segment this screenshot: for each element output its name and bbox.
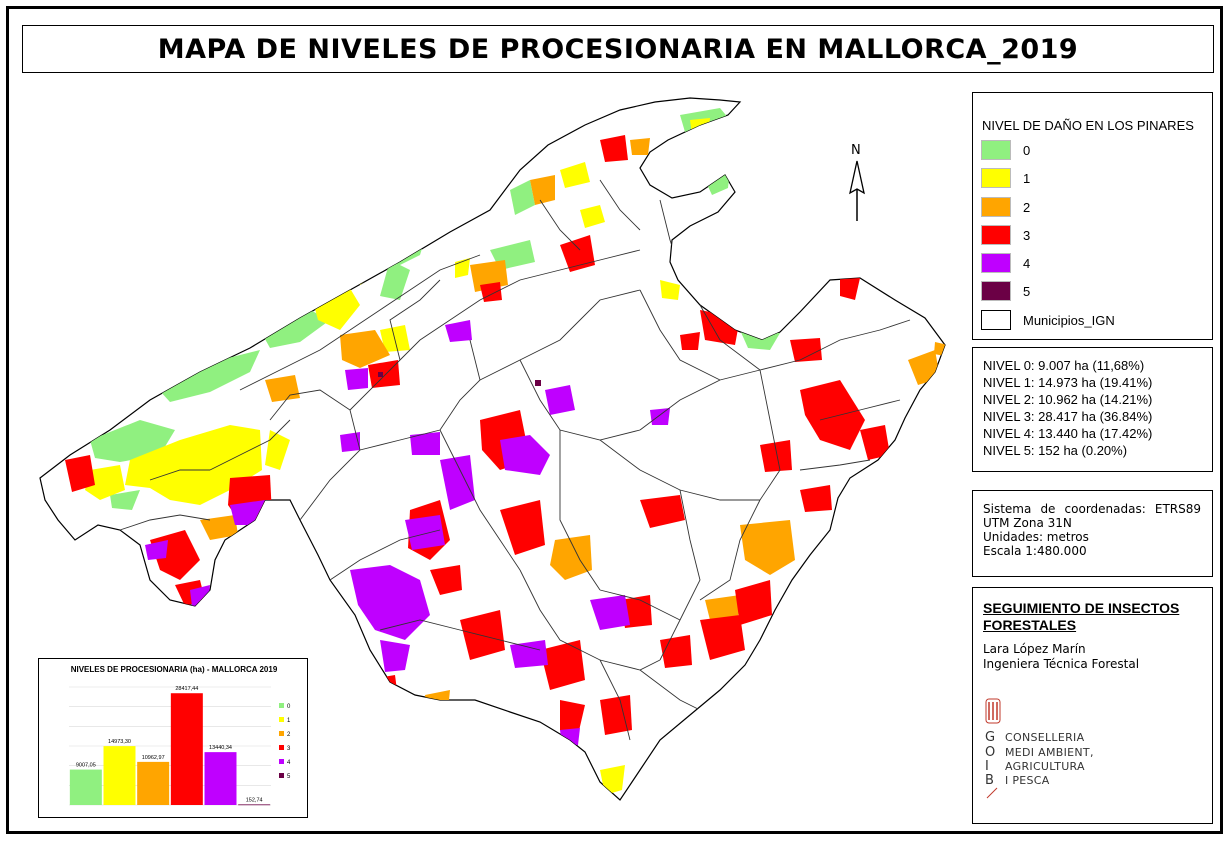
- credits-role: Ingeniera Técnica Forestal: [983, 657, 1140, 671]
- chart-title: NIVELES DE PROCESIONARIA (ha) - MALLORCA…: [70, 665, 278, 674]
- legend-label-4: 4: [1023, 255, 1031, 271]
- logo-line-3: AGRICULTURA: [1005, 760, 1085, 773]
- logo-line-1: CONSELLERIA: [1005, 731, 1085, 744]
- legend-item-5: 5: [981, 281, 1030, 301]
- coord-word-1: Sistema: [983, 502, 1032, 516]
- chart-legend-swatch-2: [279, 731, 284, 736]
- chart-legend-label-4: 4: [287, 760, 291, 766]
- legend-label-3: 3: [1023, 227, 1031, 243]
- chart-bar-4: [204, 752, 237, 805]
- legend: NIVEL DE DAÑO EN LOS PINARES 0 1 2 3 4 5…: [972, 92, 1213, 340]
- coordinates-panel: Sistema de coordenadas: ETRS89 UTM Zona …: [972, 490, 1213, 577]
- level-4-patches: [145, 320, 670, 745]
- chart-value-label-4: 13440,34: [209, 745, 232, 751]
- legend-item-2: 2: [981, 197, 1030, 217]
- chart-bar-1: [103, 746, 136, 805]
- legend-label-municipios: Municipios_IGN: [1023, 312, 1115, 328]
- legend-label-2: 2: [1023, 199, 1031, 215]
- legend-swatch-3: [981, 225, 1011, 245]
- chart-bar-3: [170, 693, 203, 805]
- chart-bar-2: [137, 761, 170, 805]
- chart-value-label-3: 28417,44: [175, 686, 198, 692]
- legend-swatch-5: [981, 281, 1011, 301]
- map-frame: [6, 6, 1223, 834]
- legend-swatch-2: [981, 197, 1011, 217]
- coord-utm: UTM Zona 31N: [983, 516, 1072, 530]
- municipality-boundaries: [119, 179, 911, 741]
- stats-panel: NIVEL 0: 9.007 ha (11,68%) NIVEL 1: 14.9…: [972, 347, 1213, 472]
- logo-letter-o: O: [985, 745, 996, 760]
- stat-nivel-1: NIVEL 1: 14.973 ha (19.41%): [983, 375, 1153, 390]
- chart-legend-swatch-4: [279, 759, 284, 764]
- chart-value-label-1: 14973,30: [108, 739, 131, 745]
- coord-units: Unidades: metros: [983, 530, 1089, 544]
- credits-author: Lara López Marín: [983, 642, 1086, 656]
- north-label: N: [851, 143, 861, 158]
- stat-nivel-3: NIVEL 3: 28.417 ha (36.84%): [983, 409, 1153, 424]
- chart-legend-label-5: 5: [287, 774, 291, 780]
- legend-item-1: 1: [981, 168, 1030, 188]
- inset-bar-chart: NIVELES DE PROCESIONARIA (ha) - MALLORCA…: [38, 658, 308, 818]
- goib-shield-icon: [985, 698, 1001, 724]
- chart-legend-label-3: 3: [287, 746, 291, 752]
- legend-swatch-0: [981, 140, 1011, 160]
- legend-label-5: 5: [1023, 283, 1031, 299]
- logo-slash-icon: [986, 787, 998, 799]
- legend-item-0: 0: [981, 140, 1030, 160]
- stat-nivel-5: NIVEL 5: 152 ha (0.20%): [983, 443, 1128, 458]
- stat-nivel-2: NIVEL 2: 10.962 ha (14.21%): [983, 392, 1153, 407]
- chart-value-label-5: 152,74: [246, 797, 263, 803]
- chart-legend-label-2: 2: [287, 732, 291, 738]
- logo-letter-i: I: [985, 759, 989, 774]
- chart-legend-label-0: 0: [287, 704, 291, 710]
- legend-swatch-1: [981, 168, 1011, 188]
- logo-line-4: I PESCA: [1005, 774, 1050, 787]
- chart-legend-swatch-1: [279, 717, 284, 722]
- chart-legend-swatch-0: [279, 703, 284, 708]
- coord-scale: Escala 1:480.000: [983, 544, 1087, 558]
- credits-heading: SEGUIMIENTO DE INSECTOS FORESTALES: [983, 600, 1180, 633]
- coord-word-3: coordenadas:: [1064, 502, 1146, 516]
- legend-swatch-4: [981, 253, 1011, 273]
- chart-value-label-0: 9007,05: [76, 763, 96, 769]
- map-title-box: MAPA DE NIVELES DE PROCESIONARIA EN MALL…: [22, 25, 1214, 73]
- legend-item-3: 3: [981, 225, 1030, 245]
- north-arrow: N: [842, 143, 872, 223]
- credits-panel: SEGUIMIENTO DE INSECTOS FORESTALES Lara …: [972, 587, 1213, 824]
- stat-nivel-4: NIVEL 4: 13.440 ha (17.42%): [983, 426, 1153, 441]
- legend-item-municipios: Municipios_IGN: [981, 310, 1115, 330]
- chart-value-label-2: 10962,97: [142, 755, 165, 761]
- chart-svg: 9007,05 14973,30 10962,97 28417,44 13440,34 1…: [69, 686, 291, 806]
- legend-swatch-municipios: [981, 310, 1011, 330]
- logo-line-2: MEDI AMBIENT,: [1005, 746, 1094, 759]
- coord-system-line: Sistema de coordenadas: ETRS89: [983, 502, 1201, 516]
- damage-patches: [65, 108, 945, 795]
- coord-word-2: de: [1040, 502, 1056, 516]
- legend-label-0: 0: [1023, 142, 1031, 158]
- chart-bar-5: [238, 804, 271, 806]
- chart-legend-swatch-3: [279, 745, 284, 750]
- chart-legend-label-1: 1: [287, 718, 291, 724]
- level-5-patches: [378, 372, 541, 386]
- coord-word-4: ETRS89: [1154, 502, 1201, 516]
- map-title: MAPA DE NIVELES DE PROCESIONARIA EN MALL…: [157, 33, 1079, 65]
- stat-nivel-0: NIVEL 0: 9.007 ha (11,68%): [983, 358, 1145, 373]
- legend-item-4: 4: [981, 253, 1030, 273]
- north-arrow-icon: [849, 160, 865, 221]
- legend-title: NIVEL DE DAÑO EN LOS PINARES: [982, 118, 1194, 133]
- legend-label-1: 1: [1023, 170, 1031, 186]
- logo-letter-b: B: [985, 773, 994, 788]
- logo-letter-g: G: [985, 730, 996, 745]
- chart-bar-0: [69, 769, 102, 805]
- chart-legend-swatch-5: [279, 773, 284, 778]
